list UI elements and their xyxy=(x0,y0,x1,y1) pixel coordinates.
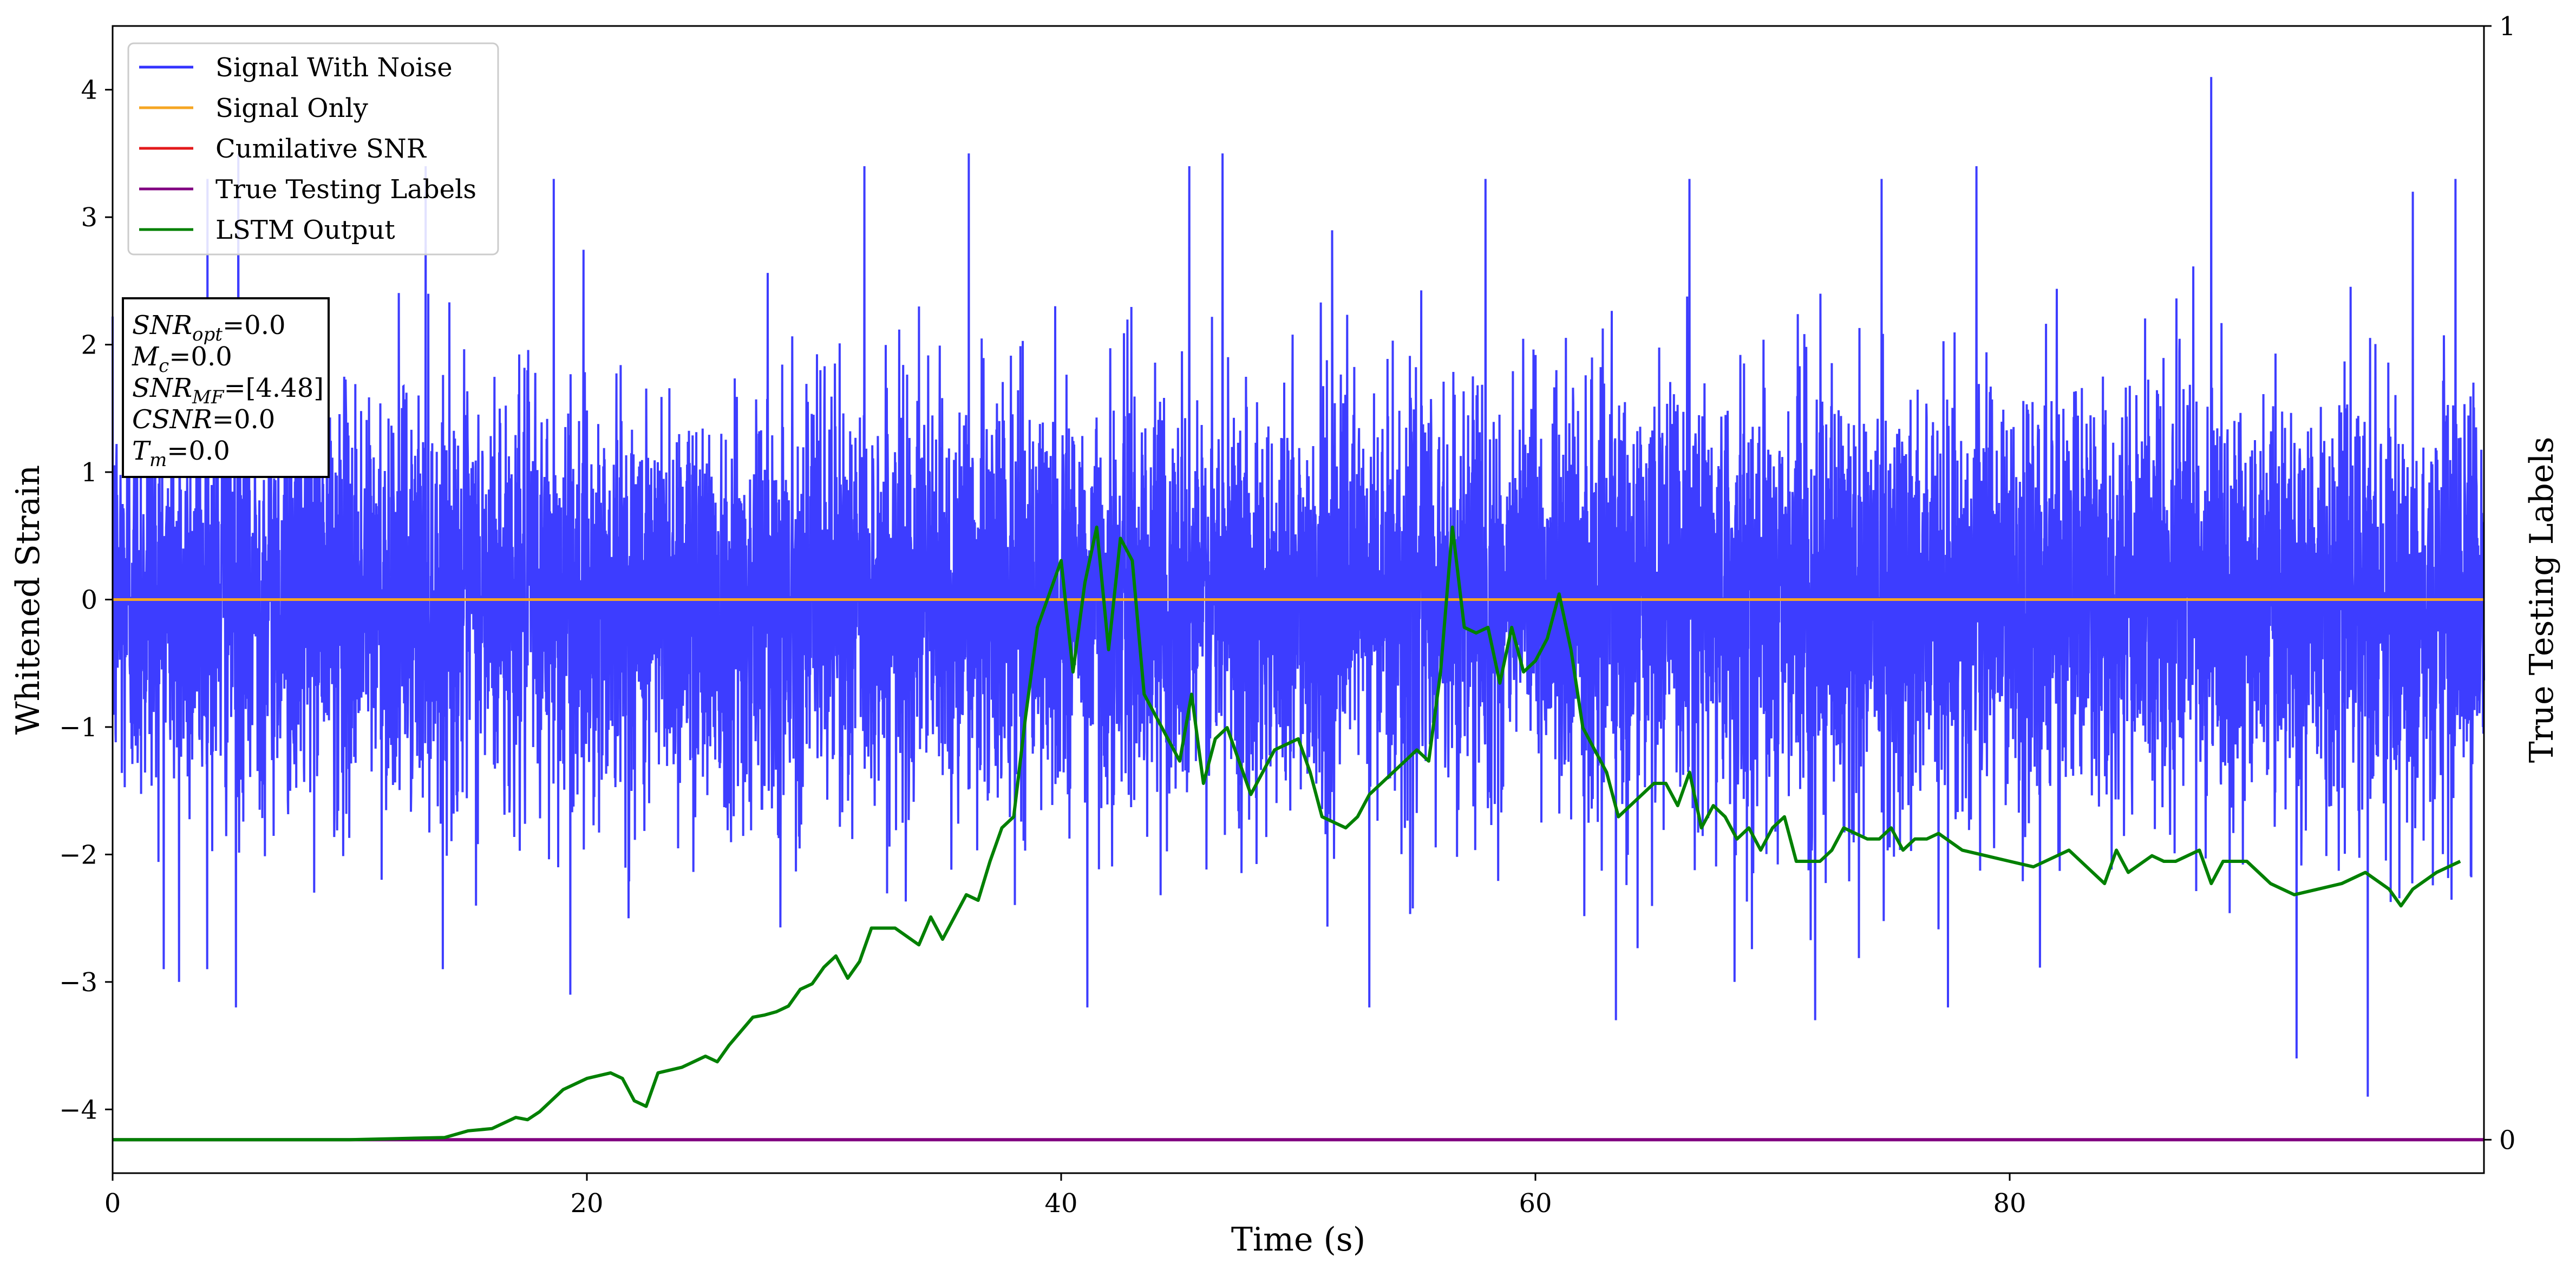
legend: Signal With Noise Signal Only Cumilative S… xyxy=(127,42,499,256)
y-tick-label: −1 xyxy=(59,712,97,743)
x-axis-label: Time (s) xyxy=(1231,1221,1365,1259)
annotation-line: SNRopt=0.0 xyxy=(132,310,286,345)
annotation-box: SNRopt=0.0Mc=0.0SNRMF=[4.48]CSNR=0.0Tm=0… xyxy=(122,297,330,478)
legend-label: Cumilative SNR xyxy=(215,134,427,164)
y2-tick-label: 0 xyxy=(2499,1125,2516,1155)
x-tick-label: 60 xyxy=(1519,1188,1552,1219)
x-tick-label: 0 xyxy=(104,1188,121,1219)
legend-label: Signal Only xyxy=(215,93,368,123)
legend-label: True Testing Labels xyxy=(215,174,476,205)
y-tick-label: 1 xyxy=(81,457,97,488)
annotation-line: SNRMF=[4.48] xyxy=(132,373,324,408)
signal-with-noise-line xyxy=(112,77,2485,1097)
annotation-line: Mc=0.0 xyxy=(132,342,232,377)
y-tick-label: 4 xyxy=(81,75,97,106)
annotation-frame xyxy=(122,297,330,478)
y-tick-label: 2 xyxy=(81,330,97,361)
y2-tick-label: 1 xyxy=(2499,11,2516,42)
x-tick-label: 20 xyxy=(570,1188,603,1219)
y2-axis-label: True Testing Labels xyxy=(2523,437,2561,763)
y-tick-label: −3 xyxy=(59,967,97,998)
lstm-output-line xyxy=(113,525,2461,1142)
y-axis-label: Whitened Strain xyxy=(9,465,47,735)
annotation-line: Tm=0.0 xyxy=(132,436,230,471)
series-lstm-output xyxy=(113,525,2461,1142)
y-tick-label: 0 xyxy=(81,585,97,616)
y-tick-label: 3 xyxy=(81,202,97,233)
series-signal-with-noise xyxy=(112,77,2485,1097)
legend-label: LSTM Output xyxy=(215,215,395,245)
y-tick-label: −2 xyxy=(59,840,97,870)
x-tick-label: 80 xyxy=(1993,1188,2026,1219)
legend-label: Signal With Noise xyxy=(215,53,453,83)
x-tick-label: 40 xyxy=(1044,1188,1077,1219)
annotation-line: CSNR=0.0 xyxy=(132,404,275,435)
legend-box xyxy=(127,42,499,256)
y-tick-label: −4 xyxy=(59,1095,97,1125)
